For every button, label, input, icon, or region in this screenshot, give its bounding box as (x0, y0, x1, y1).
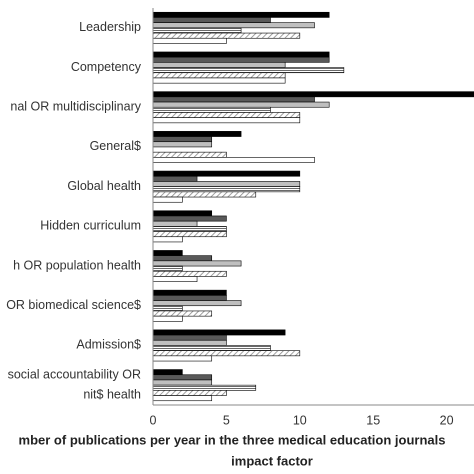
bar (152, 72, 286, 79)
bar (152, 369, 183, 376)
x-tick-label: 20 (440, 413, 454, 427)
bar (152, 250, 183, 256)
bar (152, 106, 271, 113)
bar (152, 22, 315, 29)
bar (152, 295, 227, 301)
bar (152, 157, 315, 163)
bar (152, 265, 183, 272)
y-tick-label: nit$ health (83, 387, 141, 401)
y-tick-label: OR biomedical science$ (6, 298, 141, 312)
bar (152, 231, 227, 238)
bar (152, 112, 301, 118)
bar (152, 181, 301, 187)
bar (152, 62, 286, 68)
y-tick-label: Global health (67, 179, 141, 193)
y-tick-label: Hidden curriculum (40, 219, 141, 233)
bar (152, 390, 227, 396)
y-tick-label: social accountability OR (8, 367, 141, 381)
x-axis-title: impact factor (231, 453, 313, 468)
bar (152, 255, 213, 262)
bar (152, 67, 345, 74)
bar (152, 91, 474, 98)
bar (152, 96, 315, 103)
x-tick-label: 5 (223, 413, 230, 427)
bar (152, 339, 227, 346)
bar (152, 215, 227, 222)
bar (152, 37, 227, 44)
bar (152, 101, 330, 108)
bar (152, 27, 242, 34)
bar (152, 395, 213, 402)
y-tick-label: Admission$ (76, 338, 141, 352)
bar (152, 175, 198, 182)
bar (152, 17, 271, 23)
bar (152, 136, 213, 143)
bar (152, 117, 301, 124)
x-axis-title: mber of publications per year in the thr… (19, 432, 446, 447)
bar (152, 32, 301, 39)
bar (152, 236, 183, 243)
bar (152, 374, 213, 381)
bar (152, 77, 286, 84)
bar (152, 305, 183, 312)
bar (152, 379, 213, 386)
bar (152, 131, 242, 137)
bar (152, 226, 227, 232)
bar (152, 220, 198, 227)
bar (152, 151, 227, 158)
y-tick-label: nal OR multidisciplinary (10, 100, 141, 114)
bar (152, 315, 183, 322)
bar (152, 170, 301, 177)
bar (152, 186, 301, 193)
bar (152, 329, 286, 336)
y-tick-label: h OR population health (13, 258, 141, 272)
y-tick-label: General$ (90, 139, 141, 153)
x-tick-label: 0 (150, 413, 157, 427)
y-tick-label: Leadership (79, 20, 141, 34)
bar (152, 334, 227, 341)
x-tick-label: 10 (293, 413, 307, 427)
bar (152, 196, 183, 203)
bar (152, 355, 213, 362)
x-tick-label: 15 (366, 413, 380, 427)
bar (152, 345, 271, 351)
bar (152, 191, 257, 198)
bar (152, 56, 330, 63)
bar (152, 210, 213, 217)
bar (152, 310, 213, 317)
bar (152, 350, 301, 357)
bar (152, 289, 227, 296)
y-tick-label: Competency (71, 60, 142, 74)
bar (152, 300, 242, 307)
bar (152, 270, 227, 277)
bar (152, 276, 198, 282)
bar (152, 51, 330, 58)
bar (152, 260, 242, 267)
bar (152, 11, 330, 18)
bar (152, 141, 213, 148)
bar (152, 384, 257, 391)
